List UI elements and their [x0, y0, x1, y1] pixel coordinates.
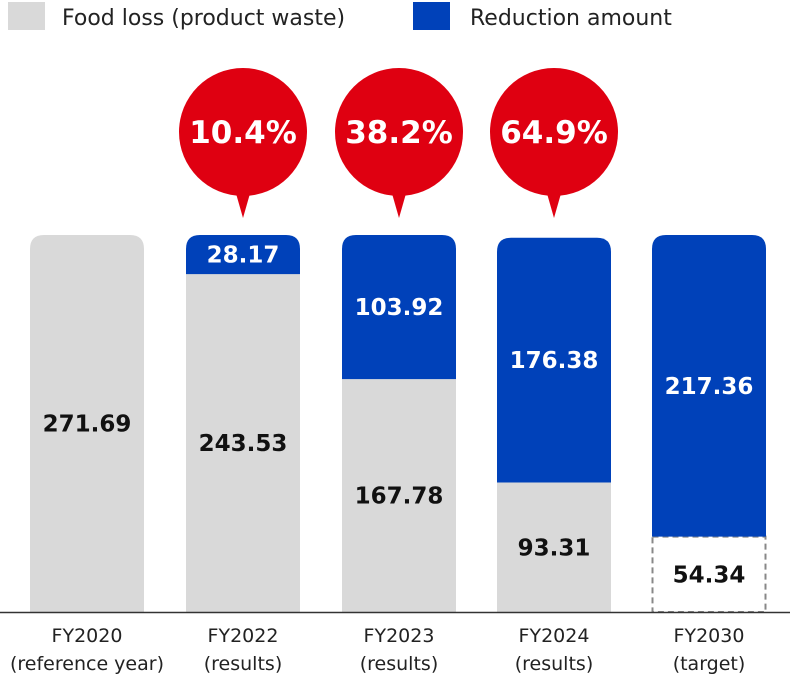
x-tick-sublabel: (target)	[673, 653, 746, 675]
reduction-rate-bubble: 38.2%	[335, 68, 463, 218]
bubble-tail	[546, 190, 562, 218]
legend-label-food-loss: Food loss (product waste)	[62, 6, 345, 31]
x-tick-label: FY2023	[364, 625, 435, 647]
bar-food-loss	[186, 274, 300, 612]
data-label-food-loss: 93.31	[518, 535, 591, 561]
bar-food-loss	[342, 379, 456, 612]
bubble-circle	[179, 68, 307, 196]
data-label-food-loss: 54.34	[673, 562, 746, 588]
data-label-reduction: 217.36	[665, 374, 754, 400]
legend-swatch-reduction	[413, 2, 450, 30]
bar-reduction	[342, 234, 456, 380]
legend-label-reduction: Reduction amount	[470, 6, 672, 31]
data-label-reduction: 103.92	[355, 295, 444, 321]
bubble-circle	[490, 68, 618, 196]
bubble-tail	[391, 190, 407, 218]
bar-food-loss	[497, 482, 611, 612]
x-tick-label: FY2022	[208, 625, 279, 647]
bar-reduction	[652, 234, 766, 537]
x-tick-label: FY2024	[519, 625, 590, 647]
reduction-rate-bubble: 10.4%	[179, 68, 307, 218]
x-tick-sublabel: (results)	[360, 653, 438, 675]
reduction-rate-label: 38.2%	[345, 115, 453, 151]
legend-swatch-food-loss	[8, 2, 45, 30]
data-label-food-loss: 271.69	[43, 412, 132, 438]
data-label-reduction: 176.38	[510, 348, 599, 374]
x-tick-label: FY2020	[52, 625, 123, 647]
reduction-rate-bubble: 64.9%	[490, 68, 618, 218]
bar-reduction	[186, 234, 300, 275]
bubble-tail	[235, 190, 251, 218]
bar-food-loss	[30, 235, 144, 612]
data-label-food-loss: 167.78	[355, 484, 444, 510]
bar-reduction	[497, 237, 611, 483]
reduction-rate-label: 64.9%	[500, 115, 608, 151]
legend: Food loss (product waste) Reduction amou…	[8, 2, 672, 31]
x-tick-sublabel: (results)	[204, 653, 282, 675]
reduction-rate-label: 10.4%	[189, 115, 297, 151]
data-label-food-loss: 243.53	[199, 431, 288, 457]
x-tick-sublabel: (reference year)	[10, 653, 164, 675]
bubble-circle	[335, 68, 463, 196]
x-tick-sublabel: (results)	[515, 653, 593, 675]
x-tick-label: FY2030	[674, 625, 745, 647]
data-label-reduction: 28.17	[207, 243, 280, 269]
